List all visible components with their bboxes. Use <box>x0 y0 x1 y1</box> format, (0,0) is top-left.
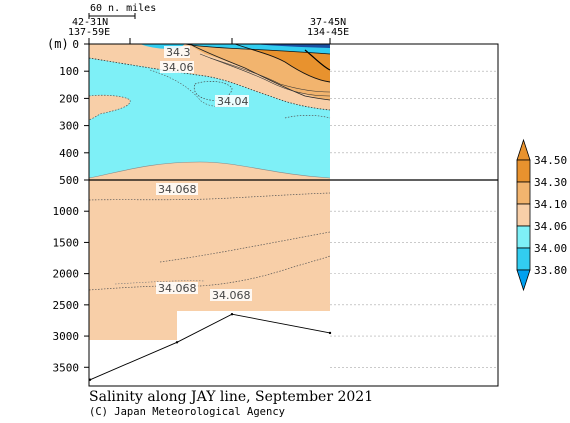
colorbar-swatch <box>516 159 531 183</box>
colorbar-top-arrow <box>516 138 531 161</box>
upper-dark-orange <box>235 44 330 82</box>
upper-left-peach <box>89 95 131 120</box>
y-tick-label: 1500 <box>53 236 80 249</box>
colorbar-swatch <box>516 247 531 271</box>
contour-34.06-deep <box>88 161 331 179</box>
contour-34.2 <box>209 57 331 93</box>
right-endpoint-lon: 134-45E <box>307 27 349 38</box>
y-tick-label: 2000 <box>53 268 80 281</box>
colorbar-level-label: 34.10 <box>534 198 567 211</box>
upper-navy-surface <box>255 44 330 48</box>
contour-label-34.068-b: 34.068 <box>158 282 197 295</box>
contour-label-34.06: 34.06 <box>162 61 194 74</box>
contour-34.1 <box>189 43 331 101</box>
contour-34.068-c <box>88 255 331 291</box>
colorbar-swatch <box>516 181 531 205</box>
y-axis: 0 100 200 300 400 500 1000 1500 2000 2500 3000 3500 <box>53 38 89 374</box>
y-unit-label: (m) <box>47 37 69 51</box>
colorbar-level-label: 33.80 <box>534 264 567 277</box>
right-endpoint-lat: 37-45N <box>310 17 346 28</box>
lower-peach-field <box>89 180 330 311</box>
station-bottom-marker <box>175 341 179 344</box>
bottom-topography-line <box>89 313 331 381</box>
scale-bar: 60 n. miles <box>88 3 156 19</box>
y-tick-label: 500 <box>59 174 79 187</box>
contour-34.06-left <box>88 94 131 121</box>
contour-34.06 <box>88 57 331 111</box>
y-tick-label: 3500 <box>53 361 80 374</box>
y-tick-label: 200 <box>59 92 79 105</box>
credit-text: (C) Japan Meteorological Agency <box>89 406 285 418</box>
contour-34.068-b <box>159 231 331 263</box>
colorbar-level-label: 34.00 <box>534 242 567 255</box>
contour-label-34.068-a: 34.068 <box>158 183 197 196</box>
station-bottom-marker <box>230 313 234 316</box>
contour-34.15 <box>199 53 331 97</box>
y-tick-label: 1000 <box>53 205 80 218</box>
contour-label-34.068-c: 34.068 <box>212 289 251 302</box>
left-endpoint-lon: 137-59E <box>68 27 110 38</box>
y-tick-label: 300 <box>59 120 79 133</box>
chart-title: Salinity along JAY line, September 2021 <box>89 389 373 405</box>
station-markers <box>88 313 332 381</box>
colorbar-level-label: 34.50 <box>534 154 567 167</box>
contour-34.04-right <box>284 115 331 119</box>
upper-panel: 34.3 34.06 34.04 <box>88 43 331 180</box>
y-tick-label: 400 <box>59 147 79 160</box>
colorbar-level-label: 34.30 <box>534 176 567 189</box>
colorbar-level-label: 34.06 <box>534 220 567 233</box>
y-tick-label: 100 <box>59 65 79 78</box>
left-endpoint-lat: 42-31N <box>72 17 108 28</box>
colorbar-swatch <box>516 225 531 249</box>
lower-panel: 34.068 34.068 34.068 <box>88 180 332 381</box>
gridlines <box>330 70 498 368</box>
contour-label-34.04: 34.04 <box>217 95 249 108</box>
scale-bar-label: 60 n. miles <box>90 3 156 14</box>
plot-frame <box>88 38 499 387</box>
y-tick-label: 0 <box>72 38 79 51</box>
colorbar-swatch <box>516 203 531 227</box>
station-bottom-marker <box>328 331 332 335</box>
contour-34.0-surface <box>184 43 331 55</box>
y-tick-label: 2500 <box>53 299 80 312</box>
y-tick-label: 3000 <box>53 330 80 343</box>
lower-peach-left-deep <box>89 311 177 340</box>
contour-34.068-d <box>114 280 206 285</box>
contour-34.4 <box>304 49 331 71</box>
upper-bottom-peach <box>89 162 330 180</box>
colorbar-bottom-arrow <box>516 269 531 292</box>
colorbar: 34.50 34.30 34.10 34.06 34.00 33.80 <box>516 138 567 292</box>
contour-label-34.3: 34.3 <box>166 46 191 59</box>
